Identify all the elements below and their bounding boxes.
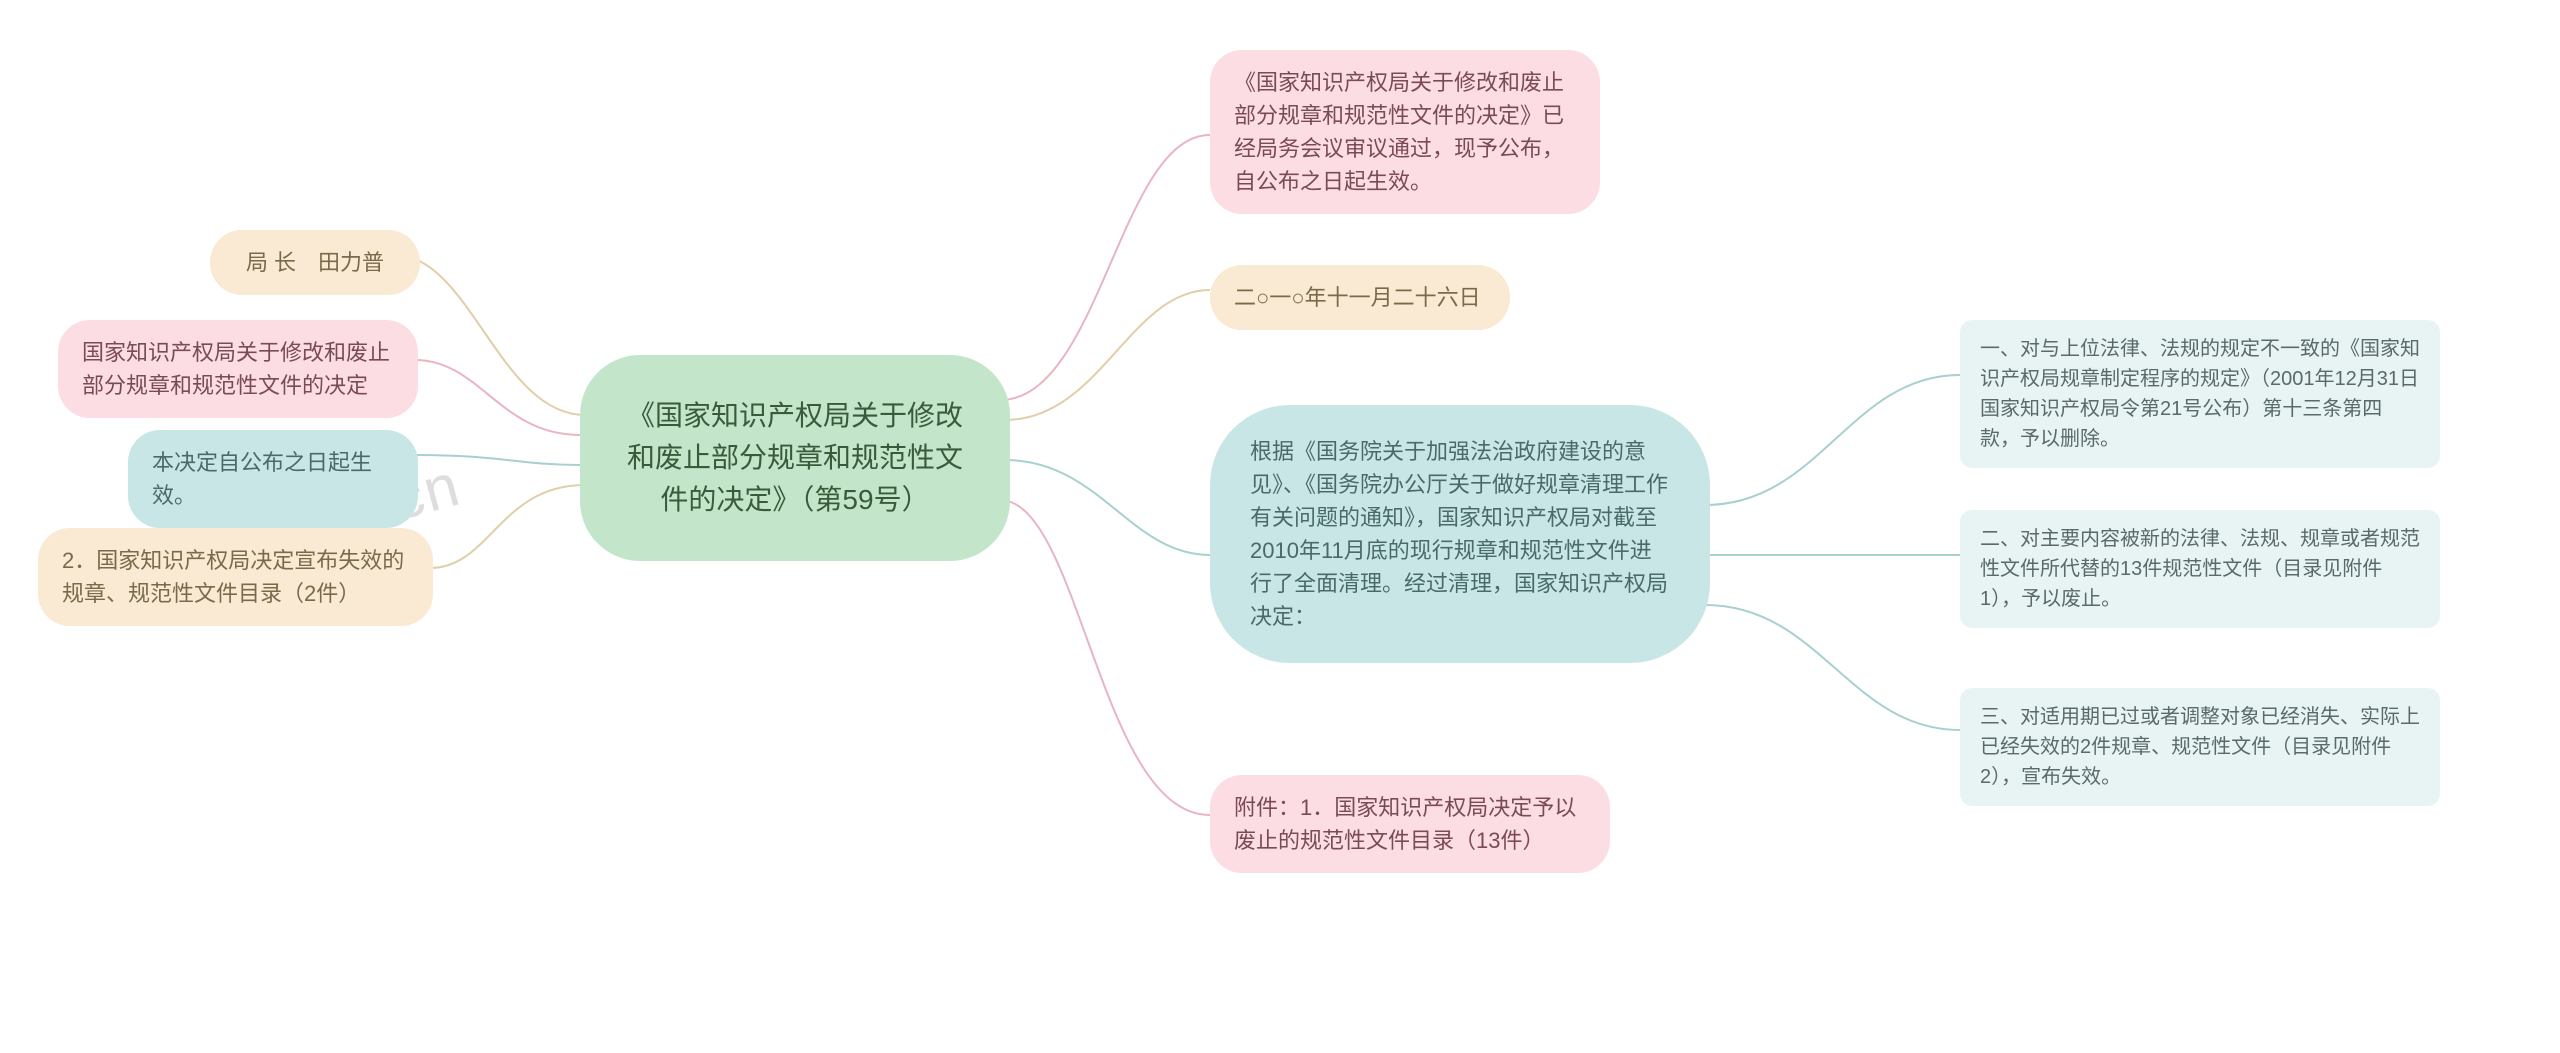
left-node-attachment2: 2．国家知识产权局决定宣布失效的规章、规范性文件目录（2件） (38, 528, 433, 626)
sub-node-1: 一、对与上位法律、法规的规定不一致的《国家知识产权局规章制定程序的规定》（200… (1960, 320, 2440, 468)
sub-node-label: 三、对适用期已过或者调整对象已经消失、实际上已经失效的2件规章、规范性文件（目录… (1980, 706, 2420, 788)
sub-node-3: 三、对适用期已过或者调整对象已经消失、实际上已经失效的2件规章、规范性文件（目录… (1960, 688, 2440, 806)
left-node-label: 2．国家知识产权局决定宣布失效的规章、规范性文件目录（2件） (62, 548, 404, 606)
right-node-announce: 《国家知识产权局关于修改和废止部分规章和规范性文件的决定》已经局务会议审议通过，… (1210, 50, 1600, 214)
left-node-effective: 本决定自公布之日起生效。 (128, 430, 418, 528)
center-node: 《国家知识产权局关于修改和废止部分规章和规范性文件的决定》（第59号） (580, 355, 1010, 561)
sub-node-label: 一、对与上位法律、法规的规定不一致的《国家知识产权局规章制定程序的规定》（200… (1980, 338, 2420, 450)
center-text: 《国家知识产权局关于修改和废止部分规章和规范性文件的决定》（第59号） (627, 400, 963, 515)
right-node-label: 根据《国务院关于加强法治政府建设的意见》、《国务院办公厅关于做好规章清理工作有关… (1250, 439, 1668, 629)
right-node-attachment1: 附件：1．国家知识产权局决定予以废止的规范性文件目录（13件） (1210, 775, 1610, 873)
left-node-decision-title: 国家知识产权局关于修改和废止部分规章和规范性文件的决定 (58, 320, 418, 418)
right-node-date: 二○一○年十一月二十六日 (1210, 265, 1510, 330)
sub-node-label: 二、对主要内容被新的法律、法规、规章或者规范性文件所代替的13件规范性文件（目录… (1980, 528, 2420, 610)
right-node-label: 二○一○年十一月二十六日 (1234, 285, 1481, 310)
right-node-label: 《国家知识产权局关于修改和废止部分规章和规范性文件的决定》已经局务会议审议通过，… (1234, 70, 1564, 194)
left-node-label: 局 长 田力普 (246, 250, 384, 275)
left-node-label: 国家知识产权局关于修改和废止部分规章和规范性文件的决定 (82, 340, 390, 398)
left-node-director: 局 长 田力普 (210, 230, 420, 295)
sub-node-2: 二、对主要内容被新的法律、法规、规章或者规范性文件所代替的13件规范性文件（目录… (1960, 510, 2440, 628)
right-node-basis: 根据《国务院关于加强法治政府建设的意见》、《国务院办公厅关于做好规章清理工作有关… (1210, 405, 1710, 663)
left-node-label: 本决定自公布之日起生效。 (152, 450, 372, 508)
right-node-label: 附件：1．国家知识产权局决定予以废止的规范性文件目录（13件） (1234, 795, 1576, 853)
